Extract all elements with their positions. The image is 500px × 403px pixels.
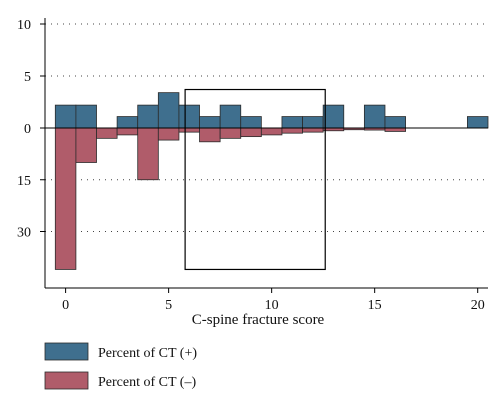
x-tick-label: 10 [265, 298, 279, 313]
bar-ct-positive [157, 92, 180, 129]
bar-ct-negative [54, 127, 77, 270]
bar-ct-positive [54, 104, 77, 129]
bar-ct-positive [302, 116, 324, 129]
bar-ct-positive [75, 104, 97, 129]
highlight-box-layer [184, 88, 326, 271]
bar-ct-negative [281, 127, 303, 134]
axis-layer: 0 5 10 15 30 0 5 10 15 20 [17, 18, 488, 313]
bar-ct-positive [199, 116, 221, 129]
legend-label: Percent of CT (+) [98, 346, 197, 361]
bar-ct-negative [302, 127, 324, 133]
y-tick-label: 10 [17, 18, 31, 33]
bar-ct-negative [137, 127, 159, 181]
x-axis-title: C-spine fracture score [192, 312, 325, 328]
bar-ct-positive [219, 104, 242, 129]
legend: Percent of CT (+) Percent of CT (–) [44, 342, 197, 390]
bar-ct-negative [116, 127, 139, 136]
bar-ct-negative [178, 127, 200, 133]
bar-ct-positive [384, 116, 406, 129]
bar-ct-negative [260, 127, 283, 136]
bar-ct-positive [137, 104, 159, 129]
y-tick-label: 5 [24, 70, 31, 85]
bar-ct-positive [240, 116, 262, 129]
bar-ct-positive [466, 116, 489, 129]
x-tick-label: 20 [471, 298, 485, 313]
y-tick-label: 0 [24, 122, 31, 137]
bar-ct-positive [322, 104, 345, 129]
bar-ct-positive [116, 116, 139, 129]
y-tick-label: 15 [17, 174, 31, 189]
x-tick-label: 0 [62, 298, 69, 313]
bars-layer [54, 92, 489, 270]
bar-ct-negative [157, 127, 180, 141]
bar-ct-positive [363, 104, 386, 129]
bar-ct-negative [384, 127, 406, 132]
x-tick-label: 15 [368, 298, 382, 313]
bar-ct-positive [178, 104, 200, 129]
highlight-box [184, 88, 326, 271]
x-tick-label: 5 [165, 298, 172, 313]
legend-label: Percent of CT (–) [98, 375, 196, 390]
legend-swatch-ct-positive [44, 342, 89, 361]
bar-ct-negative [240, 127, 262, 138]
bar-ct-negative [199, 127, 221, 143]
legend-swatch-ct-negative [44, 371, 89, 390]
bar-ct-positive [281, 116, 303, 129]
bar-ct-negative [96, 127, 118, 139]
bar-ct-negative [75, 127, 97, 163]
y-tick-label: 30 [17, 226, 31, 241]
bar-ct-negative [219, 127, 242, 139]
